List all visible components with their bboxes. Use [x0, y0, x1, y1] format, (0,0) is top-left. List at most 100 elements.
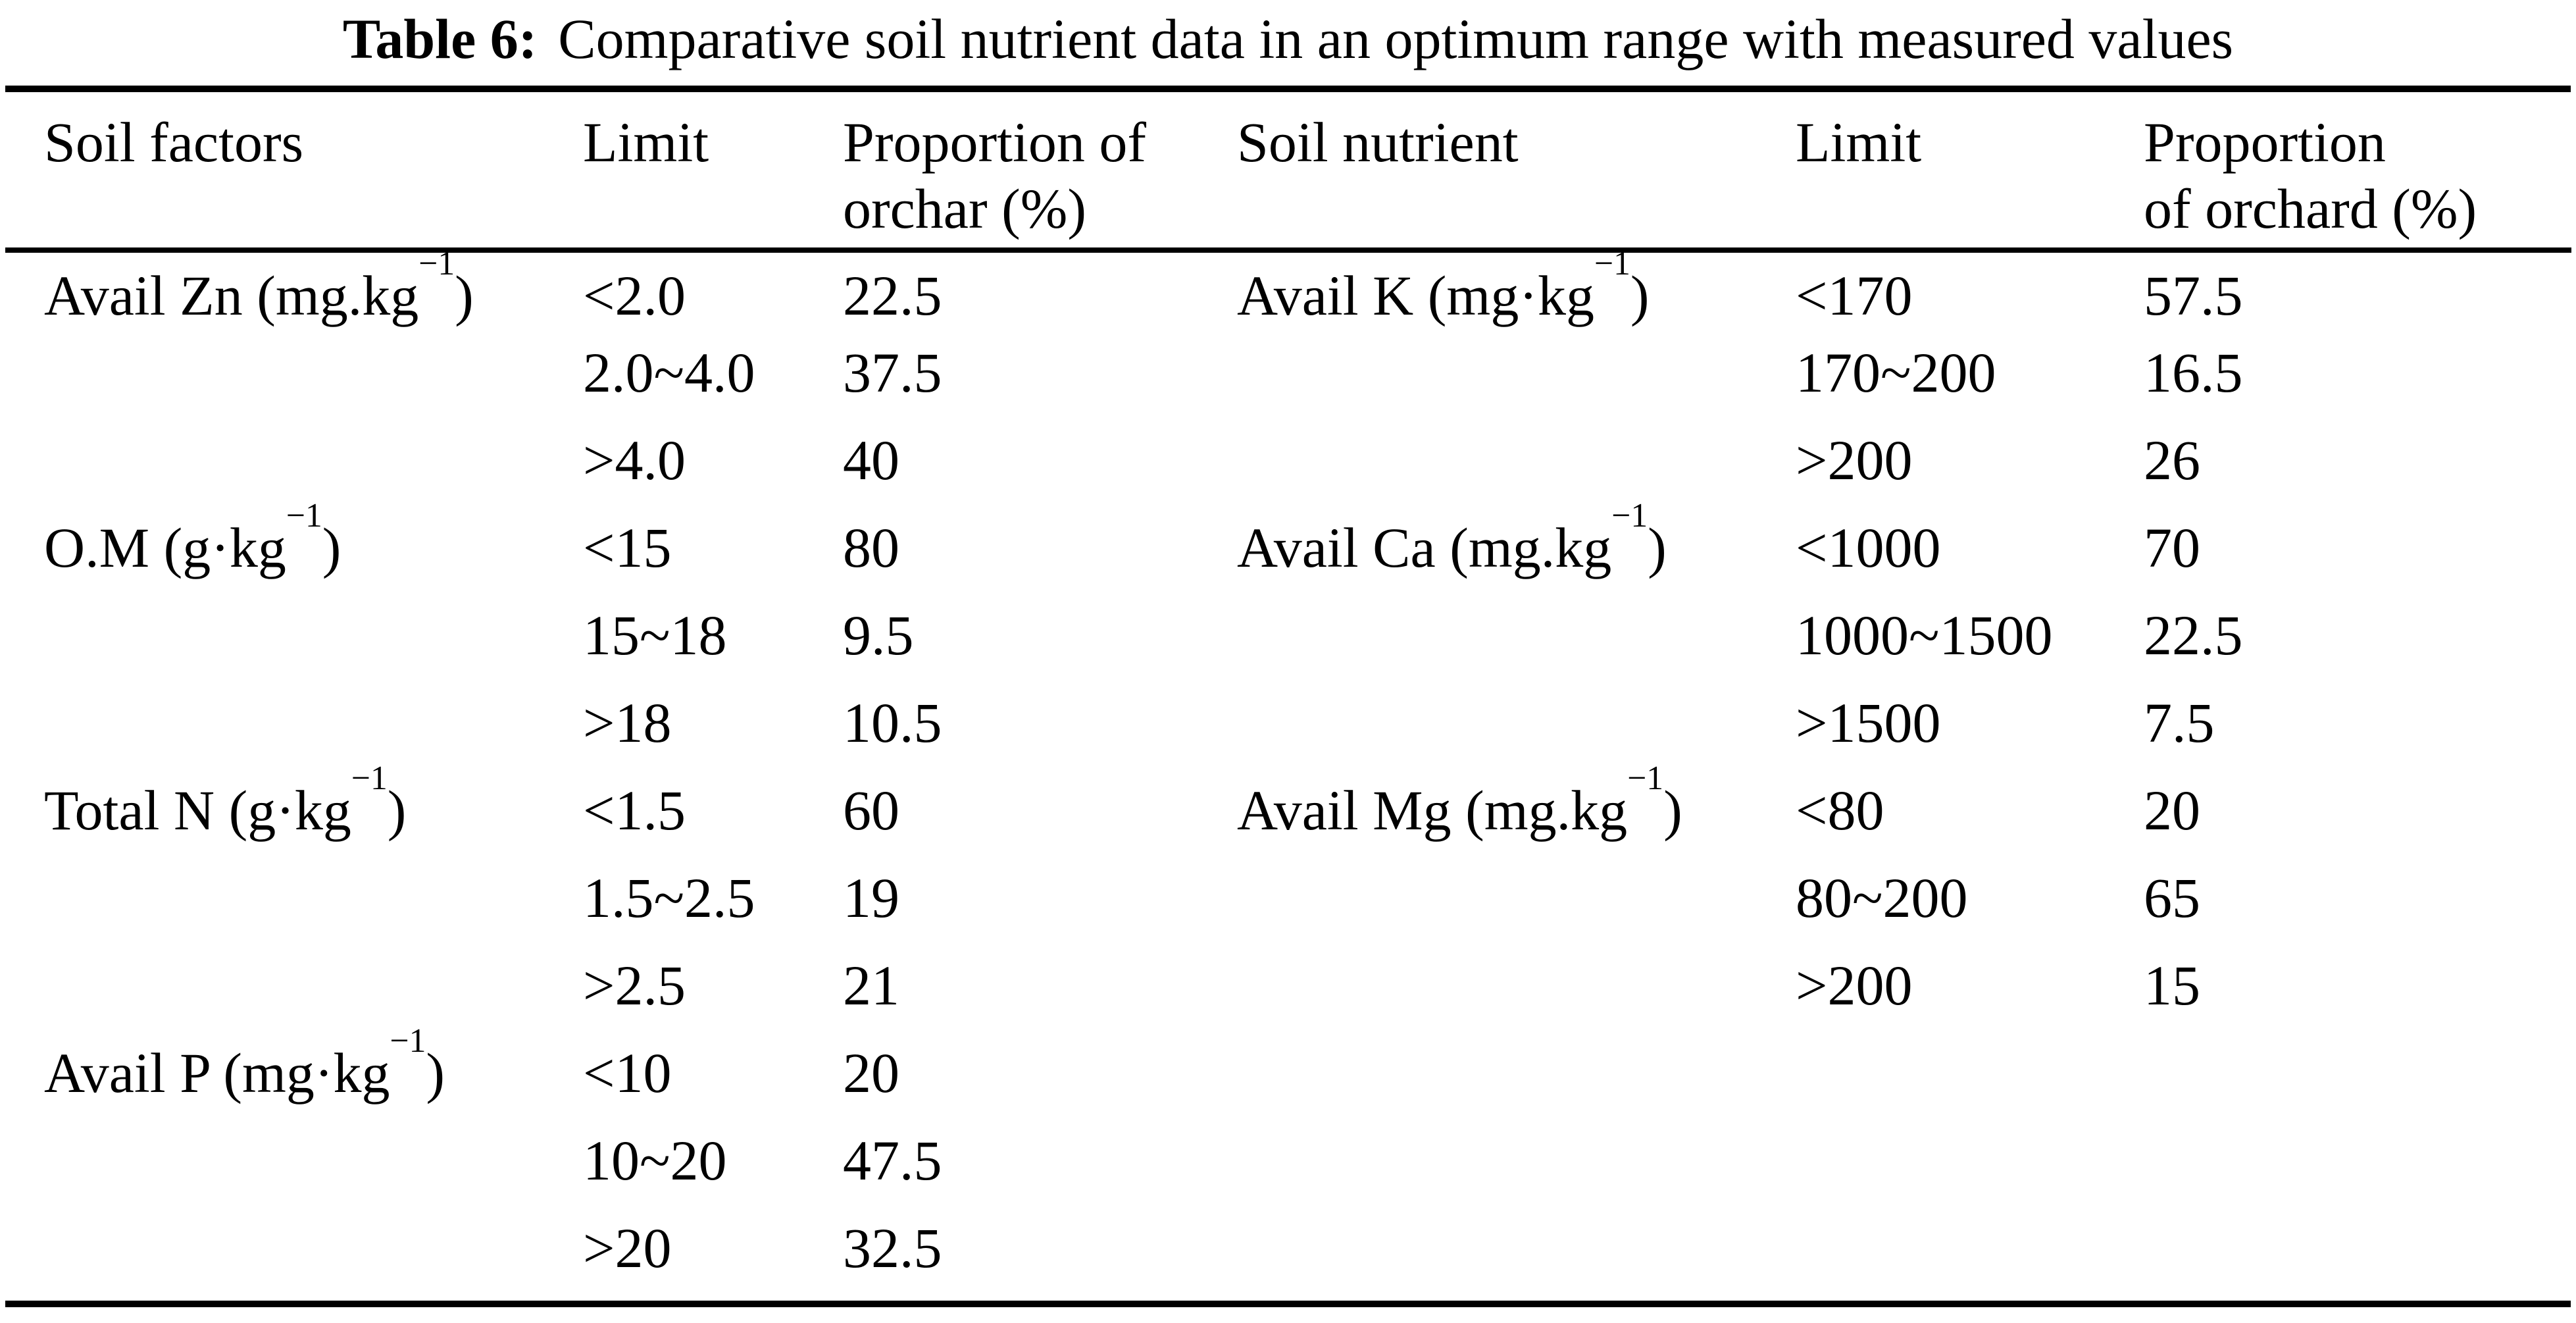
nutrient-cell: [1237, 863, 1796, 950]
table-row: >20 32.5: [5, 1213, 2571, 1301]
factor-sup: −1: [1594, 244, 1630, 282]
proportion-cell: 10.5: [843, 690, 942, 754]
limit-cell: 1000~1500: [1796, 603, 2053, 667]
factor-cell: [5, 688, 583, 775]
limit-cell: <10: [583, 1041, 672, 1104]
table-row: Avail Zn (mg.kg−1) <2.0 22.5 Avail K (mg…: [5, 247, 2571, 338]
limit-cell: <170: [1796, 263, 1913, 327]
proportion-cell: 70: [2144, 515, 2200, 579]
factor-cell: [5, 1126, 583, 1213]
factor-post: ): [387, 778, 407, 842]
factor-post: ): [455, 263, 474, 327]
limit-cell: >18: [583, 690, 672, 754]
proportion-cell: [2144, 1126, 2571, 1213]
nutrient-cell: [1237, 950, 1796, 1038]
column-header-limit-left: Limit: [583, 91, 843, 253]
table-row: Total N (g·kg−1) <1.5 60 Avail Mg (mg.kg…: [5, 762, 2571, 863]
factor-cell: [5, 950, 583, 1038]
nutrient-cell: [1237, 1213, 1796, 1301]
header-line-2: of orchard (%): [2144, 176, 2477, 240]
limit-cell: 10~20: [583, 1128, 727, 1192]
limit-cell: >200: [1796, 953, 1913, 1017]
table-row: 2.0~4.0 37.5 170~200 16.5: [5, 338, 2571, 425]
factor-sup: −1: [418, 244, 455, 282]
nutrient-cell: [1237, 688, 1796, 775]
factor-post: ): [426, 1041, 445, 1104]
nutrient-cell: [1237, 338, 1796, 425]
table-row: >2.5 21 >200 15: [5, 950, 2571, 1038]
factor-sup: −1: [286, 496, 322, 534]
limit-cell: 1.5~2.5: [583, 866, 755, 929]
table-row: 15~18 9.5 1000~1500 22.5: [5, 600, 2571, 688]
table-caption-text: Comparative soil nutrient data in an opt…: [543, 7, 2234, 70]
table-row: >4.0 40 >200 26: [5, 425, 2571, 513]
limit-cell: [1796, 1038, 2144, 1126]
proportion-cell: 7.5: [2144, 690, 2215, 754]
factor-pre: Avail P (mg·kg: [44, 1041, 390, 1104]
header-row: Soil factors Limit Proportion of orchar …: [5, 91, 2571, 253]
factor-sup: −1: [1611, 496, 1648, 534]
limit-cell: <1000: [1796, 515, 1941, 579]
proportion-cell: 80: [843, 515, 899, 579]
column-header-soil-nutrient: Soil nutrient: [1237, 91, 1796, 253]
proportion-cell: 40: [843, 428, 899, 492]
limit-cell: <15: [583, 515, 672, 579]
table-caption: Table 6: Comparative soil nutrient data …: [0, 0, 2576, 75]
factor-cell: [5, 1213, 583, 1301]
limit-cell: 2.0~4.0: [583, 340, 755, 404]
proportion-cell: 20: [843, 1041, 899, 1104]
factor-sup: −1: [1627, 759, 1664, 797]
factor-cell: O.M (g·kg−1): [5, 499, 583, 600]
factor-sup: −1: [390, 1022, 426, 1060]
column-header-soil-factors: Soil factors: [5, 91, 583, 253]
factor-cell: Total N (g·kg−1): [5, 762, 583, 863]
limit-cell: >20: [583, 1216, 672, 1280]
limit-cell: <1.5: [583, 778, 686, 842]
table-bottom-rule: [5, 1300, 2571, 1307]
table-number: Table 6:: [342, 7, 538, 70]
factor-cell: Avail Zn (mg.kg−1): [5, 247, 583, 338]
factor-post: ): [322, 515, 341, 579]
table-top-rule: [5, 85, 2571, 92]
proportion-cell: 19: [843, 866, 899, 929]
column-header-proportion-left: Proportion of orchar (%): [843, 91, 1237, 253]
proportion-cell: 37.5: [843, 340, 942, 404]
factor-cell: [5, 600, 583, 688]
factor-pre: Total N (g·kg: [44, 778, 351, 842]
limit-cell: >4.0: [583, 428, 686, 492]
proportion-cell: 47.5: [843, 1128, 942, 1192]
limit-cell: 80~200: [1796, 866, 1968, 929]
limit-cell: <2.0: [583, 263, 686, 327]
factor-cell: [5, 863, 583, 950]
table-row: 1.5~2.5 19 80~200 65: [5, 863, 2571, 950]
factor-cell: Avail P (mg·kg−1): [5, 1024, 583, 1126]
table-row: Avail P (mg·kg−1) <10 20: [5, 1024, 2571, 1126]
nutrient-cell: Avail Ca (mg.kg−1): [1237, 499, 1796, 600]
factor-sup: −1: [351, 759, 388, 797]
factor-pre: Avail Mg (mg.kg: [1237, 778, 1628, 842]
header-line-2: orchar (%): [843, 176, 1087, 240]
factor-pre: Avail Ca (mg.kg: [1237, 515, 1612, 579]
proportion-cell: 15: [2144, 953, 2200, 1017]
proportion-cell: 22.5: [2144, 603, 2243, 667]
limit-cell: 170~200: [1796, 340, 1996, 404]
nutrient-cell: Avail K (mg·kg−1): [1237, 247, 1796, 338]
column-header-limit-right: Limit: [1796, 91, 2144, 253]
factor-pre: O.M (g·kg: [44, 515, 286, 579]
nutrient-cell: [1237, 600, 1796, 688]
nutrient-cell: [1237, 1126, 1796, 1213]
limit-cell: <80: [1796, 778, 1884, 842]
limit-cell: [1796, 1213, 2144, 1301]
header-line-1: Proportion: [2144, 110, 2386, 174]
table-row: O.M (g·kg−1) <15 80 Avail Ca (mg.kg−1) <…: [5, 499, 2571, 600]
column-header-proportion-right: Proportion of orchard (%): [2144, 91, 2571, 253]
proportion-cell: 16.5: [2144, 340, 2243, 404]
factor-pre: Avail Zn (mg.kg: [44, 263, 419, 327]
limit-cell: [1796, 1126, 2144, 1213]
limit-cell: >2.5: [583, 953, 686, 1017]
limit-cell: 15~18: [583, 603, 727, 667]
proportion-cell: 26: [2144, 428, 2200, 492]
factor-post: ): [1648, 515, 1667, 579]
nutrient-cell: [1237, 1038, 1796, 1126]
factor-post: ): [1663, 778, 1682, 842]
